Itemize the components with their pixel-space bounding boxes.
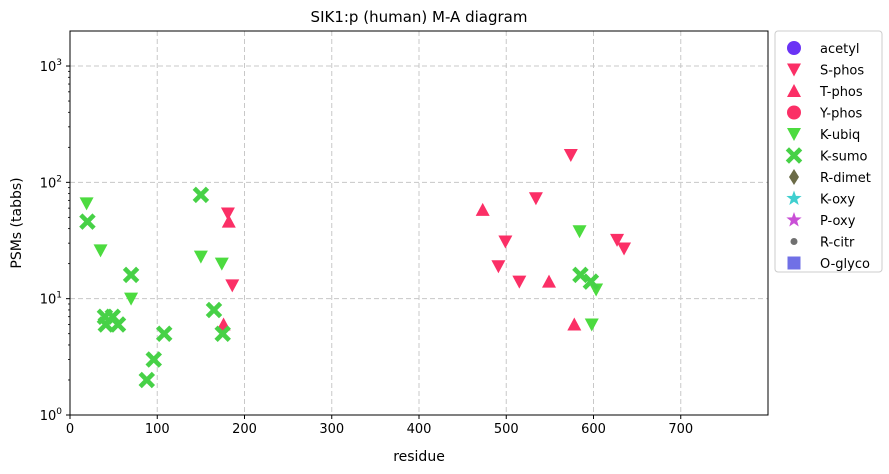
x-tick-label: 200 — [232, 422, 257, 437]
grid — [70, 31, 768, 415]
point-k-ubiq — [93, 244, 108, 258]
point-s-phos — [610, 233, 625, 247]
point-k-sumo — [145, 351, 163, 368]
x-tick-label: 300 — [319, 422, 344, 437]
y-tick-label: 100 — [40, 407, 63, 424]
point-k-ubiq — [584, 318, 599, 332]
legend-frame — [774, 30, 883, 273]
point-s-phos — [563, 148, 578, 162]
legend-label-o-glyco: O-glyco — [820, 257, 870, 272]
point-t-phos — [567, 317, 582, 331]
point-k-sumo — [214, 325, 231, 342]
legend-marker-t-phos — [787, 84, 801, 97]
x-tick-label: 500 — [494, 422, 519, 437]
point-s-phos — [491, 260, 506, 274]
legend: acetyl S-phos T-phos Y-phos K-ubiq K-sumo R-di… — [774, 30, 883, 273]
point-k-sumo — [582, 273, 600, 290]
point-k-ubiq — [193, 250, 208, 264]
point-s-phos — [617, 242, 632, 256]
x-tick-label: 400 — [407, 422, 432, 437]
point-k-sumo — [122, 266, 140, 284]
point-s-phos — [220, 207, 235, 221]
point-t-phos — [542, 274, 557, 288]
point-k-sumo — [572, 266, 589, 284]
point-k-ubiq — [214, 257, 229, 271]
legend-marker-o-glyco — [787, 256, 801, 270]
legend-marker-k-sumo — [785, 147, 803, 164]
legend-label-acetyl: acetyl — [820, 42, 860, 57]
chart-title: SIK1:p (human) M-A diagram — [311, 8, 528, 26]
point-k-sumo — [109, 316, 127, 333]
legend-label-s-phos: S-phos — [820, 64, 864, 79]
legend-label-p-oxy: P-oxy — [820, 214, 856, 229]
y-tick-label: 102 — [40, 174, 62, 191]
point-s-phos — [498, 235, 513, 249]
point-t-phos — [475, 202, 490, 216]
legend-marker-s-phos — [787, 63, 801, 77]
point-k-sumo — [192, 186, 210, 204]
x-tick-label: 0 — [66, 422, 74, 437]
x-tick-label: 700 — [668, 422, 693, 437]
legend-marker-y-phos — [787, 105, 801, 120]
y-tick-label: 101 — [40, 291, 62, 308]
legend-label-k-oxy: K-oxy — [820, 193, 855, 208]
legend-marker-p-oxy — [786, 212, 802, 227]
point-k-ubiq — [79, 197, 94, 211]
point-s-phos — [225, 279, 240, 293]
point-k-ubiq — [124, 292, 139, 306]
legend-label-k-ubiq: K-ubiq — [820, 128, 860, 143]
legend-label-k-sumo: K-sumo — [820, 150, 868, 165]
x-tick-label: 600 — [581, 422, 606, 437]
legend-marker-r-citr — [790, 238, 798, 245]
point-k-sumo — [205, 301, 223, 319]
legend-marker-r-dimet — [789, 169, 799, 185]
x-axis-label: residue — [393, 449, 445, 465]
y-tick-label: 103 — [40, 58, 62, 75]
point-s-phos — [528, 192, 543, 206]
point-k-sumo — [138, 371, 156, 389]
point-k-sumo — [79, 213, 96, 230]
legend-marker-acetyl — [787, 41, 801, 55]
legend-label-y-phos: Y-phos — [819, 107, 863, 122]
legend-label-r-citr: R-citr — [820, 236, 855, 251]
legend-label-r-dimet: R-dimet — [820, 171, 871, 186]
point-k-ubiq — [572, 225, 587, 239]
point-k-sumo — [155, 325, 173, 342]
x-tick-label: 100 — [145, 422, 170, 437]
data-points — [79, 148, 632, 389]
legend-marker-k-oxy — [786, 190, 802, 205]
y-axis-label: PSMs (tabbs) — [9, 177, 25, 268]
point-t-phos — [221, 214, 236, 228]
point-k-ubiq — [589, 283, 604, 297]
legend-label-t-phos: T-phos — [819, 85, 863, 100]
point-s-phos — [512, 275, 527, 289]
legend-marker-k-ubiq — [787, 128, 801, 141]
